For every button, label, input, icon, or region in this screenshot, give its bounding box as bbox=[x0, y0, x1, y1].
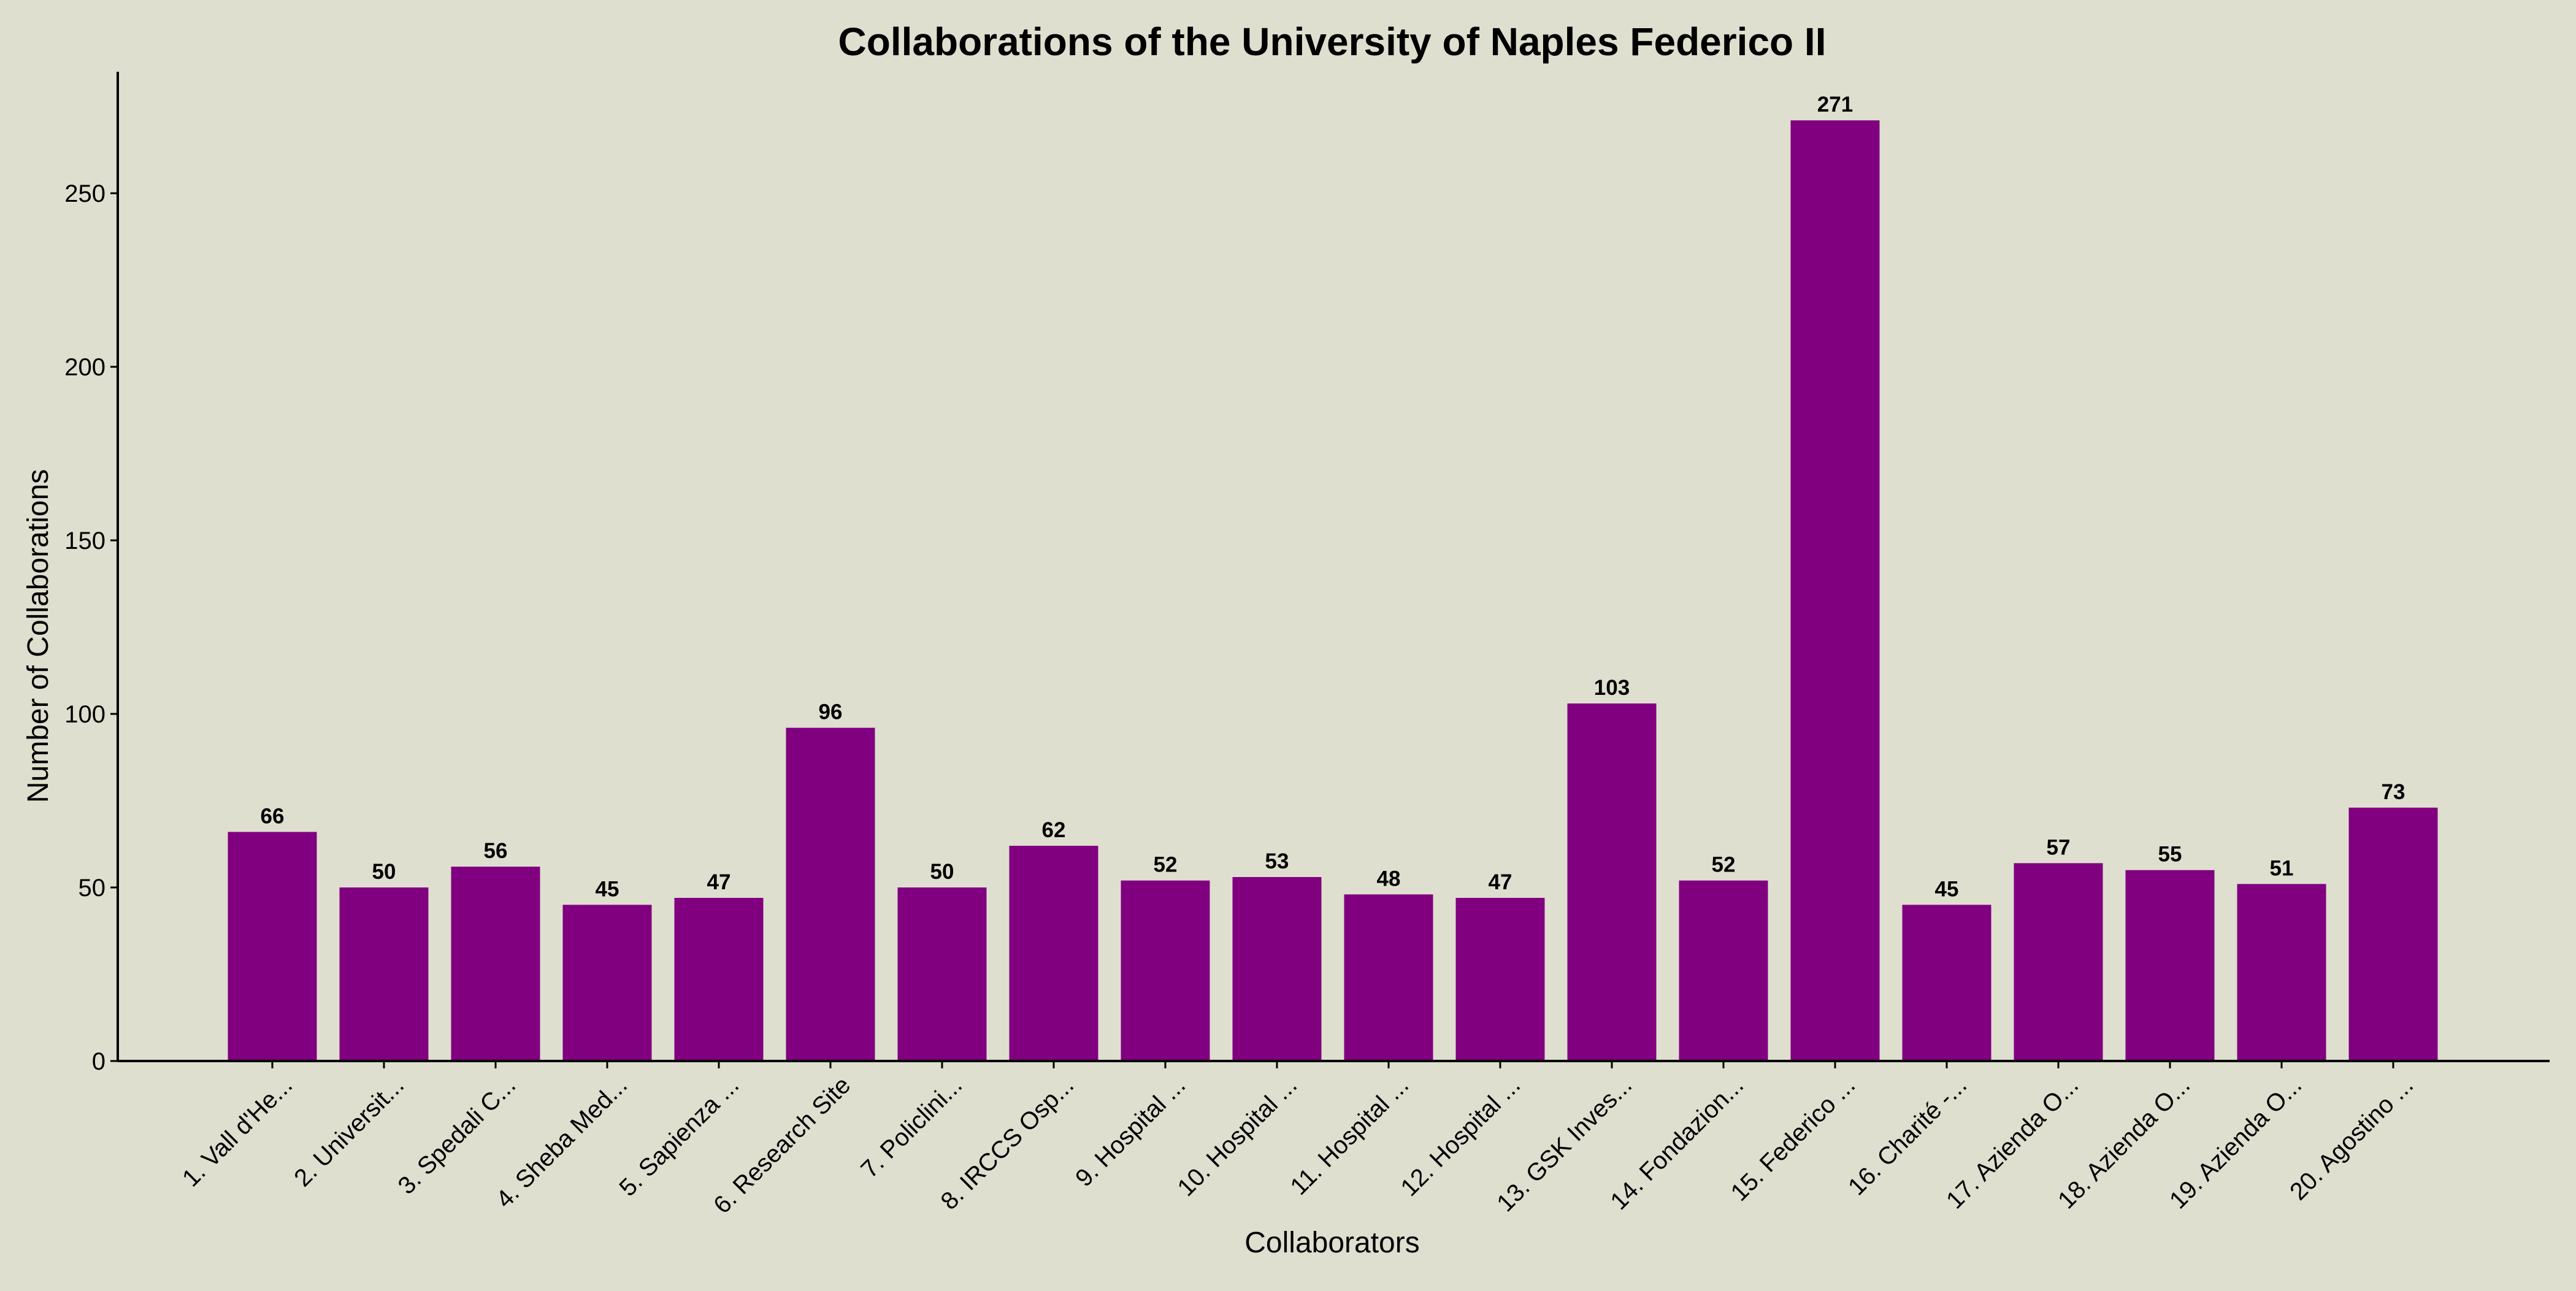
bar-value-label: 45 bbox=[596, 877, 619, 901]
bar bbox=[786, 727, 875, 1061]
bar-value-label: 47 bbox=[707, 870, 731, 894]
bar-value-label: 51 bbox=[2270, 856, 2294, 880]
bars bbox=[228, 120, 2438, 1061]
bar-value-label: 73 bbox=[2382, 780, 2405, 804]
y-tick-label: 100 bbox=[64, 701, 105, 728]
x-tick-label: 1. Vall d'He... bbox=[177, 1071, 297, 1192]
bar bbox=[897, 887, 987, 1061]
bar-value-label: 271 bbox=[1817, 93, 1853, 117]
x-tick-label: 11. Hospital ... bbox=[1286, 1071, 1414, 1200]
chart-title: Collaborations of the University of Napl… bbox=[838, 20, 1827, 64]
bar-value-label: 56 bbox=[484, 839, 508, 863]
y-tick-label: 50 bbox=[79, 875, 106, 902]
x-tick-label: 16. Charité -... bbox=[1843, 1071, 1972, 1200]
bar-value-label: 48 bbox=[1377, 867, 1401, 891]
bar-value-label: 45 bbox=[1935, 877, 1959, 901]
bar bbox=[1344, 894, 1433, 1061]
bar-value-label: 62 bbox=[1042, 818, 1066, 842]
x-tick-label: 3. Spedali C... bbox=[393, 1071, 521, 1200]
bar bbox=[2014, 863, 2103, 1061]
bar-value-label: 66 bbox=[261, 804, 285, 828]
bar bbox=[562, 905, 652, 1061]
y-tick-label: 0 bbox=[92, 1048, 105, 1075]
bar-value-label: 47 bbox=[1489, 870, 1512, 894]
y-tick-label: 200 bbox=[64, 354, 105, 381]
x-tick-label: 7. Policlini... bbox=[856, 1071, 967, 1183]
bar-value-label: 52 bbox=[1712, 853, 1736, 877]
bar-value-label: 53 bbox=[1265, 849, 1289, 873]
bar bbox=[1567, 703, 1657, 1061]
bar bbox=[228, 832, 317, 1061]
bar-value-label: 52 bbox=[1154, 853, 1178, 877]
y-axis: 0 50 100 150 200 250 bbox=[64, 72, 119, 1075]
x-axis-title: Collaborators bbox=[1244, 1227, 1419, 1259]
x-axis: 1. Vall d'He...2. Universit...3. Spedali… bbox=[118, 1060, 2550, 1219]
y-axis-title: Number of Collaborations bbox=[22, 469, 55, 803]
x-tick-label: 9. Hospital ... bbox=[1070, 1071, 1190, 1192]
x-tick-label: 5. Sapienza ... bbox=[614, 1071, 744, 1201]
bar-value-label: 50 bbox=[372, 860, 396, 884]
bar bbox=[339, 887, 429, 1061]
x-tick-label: 2. Universit... bbox=[289, 1071, 409, 1192]
bar bbox=[1679, 880, 1768, 1061]
bar bbox=[451, 867, 540, 1061]
bar bbox=[1121, 880, 1210, 1061]
bar bbox=[2125, 870, 2215, 1061]
bar bbox=[1902, 905, 1991, 1061]
bar-value-label: 50 bbox=[930, 860, 954, 884]
bar bbox=[1790, 120, 1880, 1061]
bar-value-label: 96 bbox=[819, 700, 843, 724]
bar-value-label: 55 bbox=[2158, 843, 2182, 867]
bar bbox=[1232, 877, 1322, 1061]
value-labels: 66 50 56 45 47 96 50 62 52 53 48 47 103 52 271 45 57 55 51… bbox=[261, 93, 2405, 901]
x-tick-label: 12. Hospital ... bbox=[1395, 1071, 1525, 1201]
x-tick-label: 10. Hospital ... bbox=[1172, 1071, 1302, 1201]
bar bbox=[2348, 807, 2438, 1061]
bar-value-label: 57 bbox=[2047, 835, 2071, 859]
bar bbox=[1455, 897, 1545, 1061]
bar bbox=[2237, 884, 2326, 1061]
y-tick-label: 250 bbox=[64, 180, 105, 207]
y-tick-label: 150 bbox=[64, 527, 105, 554]
bar-value-label: 103 bbox=[1594, 676, 1630, 700]
bar bbox=[1009, 846, 1098, 1061]
bar bbox=[674, 897, 764, 1061]
